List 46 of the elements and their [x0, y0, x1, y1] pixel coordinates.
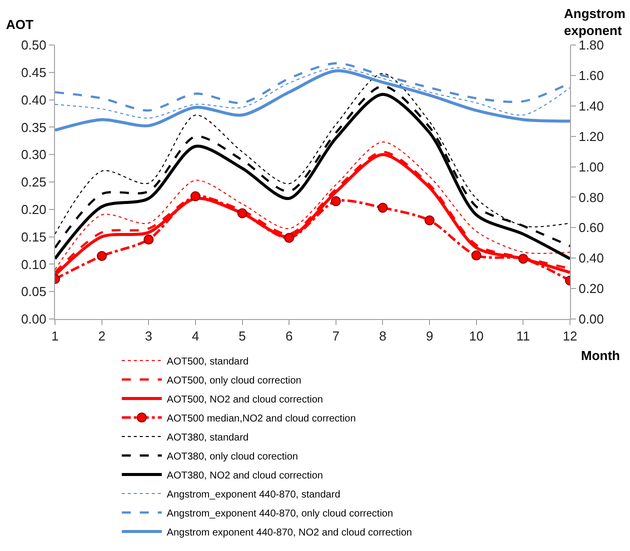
- y2-tick-label: 0.40: [578, 250, 604, 266]
- y2-tick-label: 0.00: [578, 312, 604, 327]
- x-tick-label: 5: [238, 328, 246, 344]
- legend-label: AOT380, only cloud corection: [166, 451, 298, 462]
- legend-label: Angstrom exponent 440-870, NO2 and cloud correction: [166, 527, 412, 538]
- y-tick-label: 0.30: [21, 147, 46, 162]
- y-tick-label: 0.20: [21, 202, 46, 217]
- x-tick-label: 6: [285, 328, 293, 344]
- y-tick-label: 0.10: [21, 256, 46, 272]
- legend-label: Angstrom_exponent 440-870, standard: [166, 489, 340, 500]
- y-tick-label: 0.05: [21, 284, 46, 300]
- legend-label: AOT500, only cloud correction: [166, 375, 302, 386]
- y-tick-label: 0.40: [21, 92, 46, 108]
- y-axis-title: AOT: [6, 17, 34, 32]
- x-tick-label: 9: [426, 328, 434, 344]
- y2-tick-label: 0.60: [578, 220, 604, 236]
- x-tick-label: 12: [562, 328, 578, 344]
- x-tick-label: 1: [51, 328, 59, 344]
- y2-tick-label: 0.80: [578, 190, 604, 205]
- y2-axis-title: Angstrom exponent: [564, 6, 626, 38]
- legend-label: AOT500, NO2 and cloud correction: [166, 394, 324, 406]
- y2-tick-label: 1.20: [578, 128, 604, 144]
- y-tick-label: 0.35: [21, 120, 46, 135]
- y-tick-label: 0.25: [21, 174, 46, 190]
- legend-label: AOT500, standard: [166, 356, 249, 368]
- y2-tick-label: 1.60: [578, 68, 604, 83]
- x-tick-label: 4: [192, 328, 200, 344]
- x-tick-label: 8: [379, 328, 386, 344]
- y2-tick-label: 1.80: [578, 38, 604, 53]
- y-tick-label: 0.50: [21, 38, 46, 53]
- x-axis-title: Month: [581, 348, 620, 363]
- y2-tick-label: 1.00: [578, 159, 604, 174]
- legend-label: Angstrom_exponent 440-870, only cloud correction: [166, 508, 394, 520]
- y2-tick-label: 0.20: [578, 281, 604, 296]
- legend-label: AOT380, standard: [166, 432, 249, 444]
- x-tick-label: 2: [98, 328, 106, 344]
- x-tick-label: 10: [469, 328, 484, 344]
- legend-label: AOT380, NO2 and cloud correction: [166, 470, 324, 482]
- y-tick-label: 0.45: [21, 64, 46, 80]
- x-tick-label: 7: [332, 328, 340, 344]
- legend-label: AOT500 median,NO2 and cloud correction: [166, 413, 356, 424]
- y2-tick-label: 1.40: [578, 98, 604, 114]
- x-tick-label: 11: [516, 328, 530, 344]
- y-tick-label: 0.15: [21, 229, 46, 244]
- x-tick-label: 3: [145, 328, 152, 344]
- y-tick-label: 0.00: [21, 312, 46, 327]
